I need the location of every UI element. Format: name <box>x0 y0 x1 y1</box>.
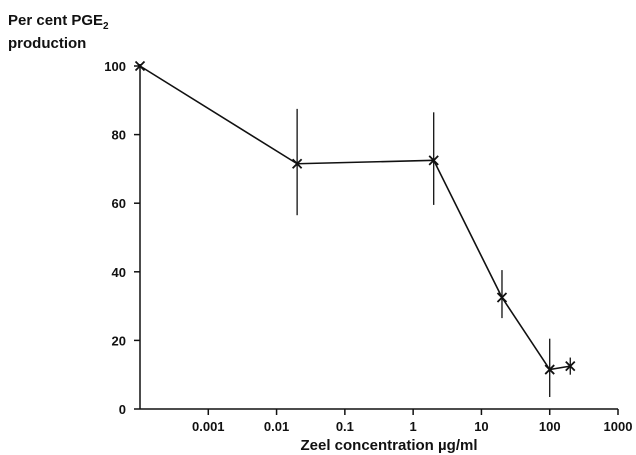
y-tick-label: 40 <box>112 265 126 280</box>
x-tick-label: 0.01 <box>264 419 289 434</box>
y-tick-label: 100 <box>104 59 126 74</box>
y-axis-title-line1: Per cent PGE2 <box>8 12 109 32</box>
data-series <box>134 60 576 397</box>
series-line <box>139 65 571 371</box>
y-tick-label: 0 <box>119 402 126 417</box>
data-point-marker <box>428 155 439 166</box>
data-point-marker <box>134 60 146 72</box>
y-ticks: 0 20 40 60 80 100 <box>104 59 140 417</box>
x-tick-label: 1000 <box>604 419 633 434</box>
y-tick-label: 80 <box>112 128 126 143</box>
x-ticks: 0.001 0.01 0.1 1 10 100 1000 <box>192 409 632 434</box>
y-tick-label: 20 <box>112 333 126 348</box>
y-tick-label: 60 <box>112 196 126 211</box>
data-point-marker <box>565 360 576 372</box>
data-point-marker <box>544 364 555 375</box>
x-tick-label: 10 <box>474 419 488 434</box>
x-tick-label: 0.001 <box>192 419 225 434</box>
data-point-marker <box>291 158 303 169</box>
y-axis-title-line2: production <box>8 35 86 52</box>
x-tick-label: 0.1 <box>336 419 354 434</box>
data-point-marker <box>496 292 508 303</box>
x-tick-label: 1 <box>410 419 417 434</box>
x-tick-label: 100 <box>539 419 561 434</box>
x-axis-title: Zeel concentration µg/ml <box>300 437 477 454</box>
